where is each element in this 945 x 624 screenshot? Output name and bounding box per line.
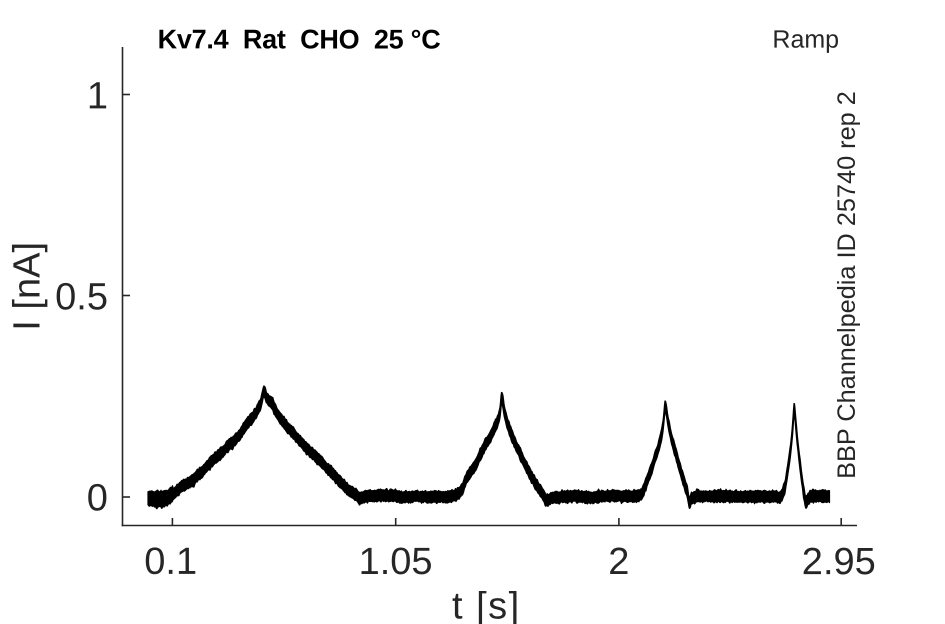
svg-text:2.95: 2.95 bbox=[802, 541, 876, 583]
svg-text:Kv7.4 Rat CHO 25 °C: Kv7.4 Rat CHO 25 °C bbox=[158, 24, 441, 54]
svg-text:I [nA]: I [nA] bbox=[6, 242, 48, 331]
svg-text:1.05: 1.05 bbox=[359, 541, 433, 583]
svg-text:1: 1 bbox=[87, 75, 108, 117]
svg-text:0.1: 0.1 bbox=[144, 541, 197, 583]
svg-text:2: 2 bbox=[608, 541, 629, 583]
svg-text:t [s]: t [s] bbox=[452, 585, 521, 624]
svg-text:Ramp: Ramp bbox=[772, 26, 839, 54]
svg-text:BBP Channelpedia ID 25740 rep: BBP Channelpedia ID 25740 rep 2 bbox=[833, 91, 861, 479]
svg-text:0: 0 bbox=[87, 477, 108, 519]
svg-text:0.5: 0.5 bbox=[55, 276, 108, 318]
